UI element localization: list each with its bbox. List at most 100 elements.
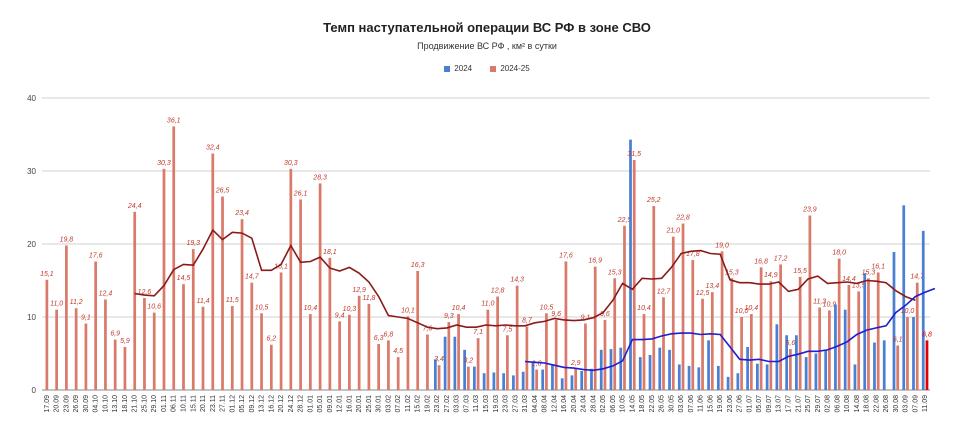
- x-tick-label: 30.09: [83, 395, 90, 413]
- data-label: 14,7: [910, 274, 925, 281]
- bar-2024-25: [338, 321, 341, 390]
- legend-label-2024-25: 2024-25: [500, 64, 530, 73]
- x-tick-label: 19.03: [493, 395, 500, 413]
- y-tick-label: 10: [27, 313, 36, 322]
- bar-2024-25: [857, 291, 861, 390]
- data-label: 17,8: [686, 251, 700, 258]
- data-label: 15,5: [793, 268, 807, 275]
- x-tick-label: 07.03: [463, 395, 470, 413]
- data-label: 6,3: [374, 335, 384, 342]
- x-tick-label: 20.09: [54, 395, 61, 413]
- data-label: 10,0: [901, 308, 915, 315]
- x-tick-label: 26.08: [883, 395, 890, 413]
- data-label: 13,4: [705, 283, 719, 290]
- x-tick-label: 23.03: [503, 395, 510, 413]
- data-label: 10,6: [147, 304, 161, 311]
- x-tick-label: 27.02: [444, 395, 451, 413]
- legend-swatch-2024: [444, 65, 451, 72]
- bar-2024-25: [123, 346, 127, 390]
- bar-2024: [677, 364, 681, 390]
- x-tick-label: 18.08: [864, 395, 871, 413]
- data-label: 15,1: [40, 271, 54, 278]
- x-tick-label: 16.01: [346, 395, 353, 413]
- bar-2024-25: [328, 257, 332, 390]
- data-label: 10,4: [637, 305, 651, 312]
- x-tick-label: 11.02: [405, 395, 412, 412]
- x-tick-label: 04.04: [532, 395, 539, 413]
- data-label: 10,0: [735, 308, 749, 315]
- bar-2024-25: [701, 298, 704, 390]
- bar-2024: [882, 340, 886, 390]
- data-label: 11,2: [70, 299, 83, 306]
- data-label: 16,3: [411, 262, 425, 269]
- x-tick-label: 23.09: [63, 395, 70, 413]
- bar-2024-25: [299, 199, 302, 390]
- data-label: 30,3: [157, 160, 171, 167]
- x-tick-label: 15.06: [707, 395, 714, 413]
- bar-2024-25: [632, 160, 636, 390]
- bar-2024: [648, 354, 652, 390]
- x-tick-label: 22.08: [873, 395, 880, 413]
- data-label: 11,0: [50, 301, 63, 308]
- data-label: 7,1: [473, 329, 483, 336]
- data-label: 9,4: [335, 312, 345, 319]
- bar-2024-25: [162, 168, 166, 390]
- data-label: 3,4: [434, 356, 444, 363]
- data-label: 19,0: [715, 242, 729, 249]
- bar-2024-25: [906, 317, 909, 390]
- bar-2024: [541, 369, 545, 390]
- moving-average-line-2024-25: [134, 228, 916, 330]
- bar-2024-25: [55, 309, 59, 390]
- bar-2024-25: [759, 267, 763, 390]
- x-tick-label: 09.01: [327, 395, 334, 413]
- bar-2024-25: [269, 344, 273, 390]
- data-label: 11,4: [196, 298, 209, 305]
- bar-2024-25: [191, 249, 195, 390]
- data-label: 16,1: [274, 263, 288, 270]
- bar-2024-25: [613, 278, 617, 390]
- bar-2024: [551, 364, 554, 390]
- bar-2024: [453, 336, 457, 390]
- data-label: 12,7: [657, 288, 672, 295]
- bar-2024-25: [74, 308, 78, 390]
- x-tick-label: 03.06: [678, 395, 685, 413]
- bar-2024-25: [447, 322, 451, 390]
- bar-2024: [638, 357, 642, 390]
- x-tick-label: 30.01: [376, 395, 383, 413]
- data-label: 11,0: [481, 301, 494, 308]
- data-label: 14,9: [764, 272, 778, 279]
- bar-2024: [443, 336, 447, 390]
- x-tick-label: 25.10: [141, 395, 148, 413]
- data-label: 9,1: [581, 315, 591, 322]
- x-tick-label: 01.07: [746, 395, 753, 413]
- bar-2024: [853, 364, 857, 390]
- data-label: 2,8: [531, 361, 542, 368]
- data-label: 11,3: [813, 299, 826, 306]
- bar-2024: [619, 347, 623, 390]
- x-tick-label: 02.05: [600, 395, 607, 413]
- bar-2024: [570, 375, 574, 390]
- data-label: 28,3: [312, 174, 327, 181]
- x-tick-label: 05.12: [239, 395, 246, 413]
- bar-2024-25: [642, 314, 646, 390]
- y-tick-label: 30: [27, 167, 36, 176]
- bar-2024-25: [681, 223, 685, 390]
- x-tick-label: 25.07: [805, 395, 812, 413]
- bar-2024: [736, 373, 740, 390]
- data-label: 9,1: [81, 315, 91, 322]
- data-label: 16,8: [754, 258, 768, 265]
- x-tick-label: 30.08: [893, 395, 900, 413]
- x-tick-label: 14.05: [629, 395, 636, 413]
- bar-2024-25: [348, 314, 351, 390]
- bar-2024-25: [45, 279, 49, 390]
- bar-2024: [512, 375, 515, 390]
- data-label: 5,9: [120, 338, 130, 345]
- bar-2024: [590, 368, 593, 390]
- x-tick-label: 29.10: [151, 395, 158, 413]
- bar-2024-25: [876, 272, 880, 390]
- legend-item-2024-25: 2024-25: [490, 64, 530, 73]
- data-label: 22,8: [675, 215, 690, 222]
- bar-2024: [463, 349, 466, 390]
- bar-2024-25: [308, 314, 312, 390]
- chart-title: Темп наступательной операции ВС РФ в зон…: [323, 20, 651, 35]
